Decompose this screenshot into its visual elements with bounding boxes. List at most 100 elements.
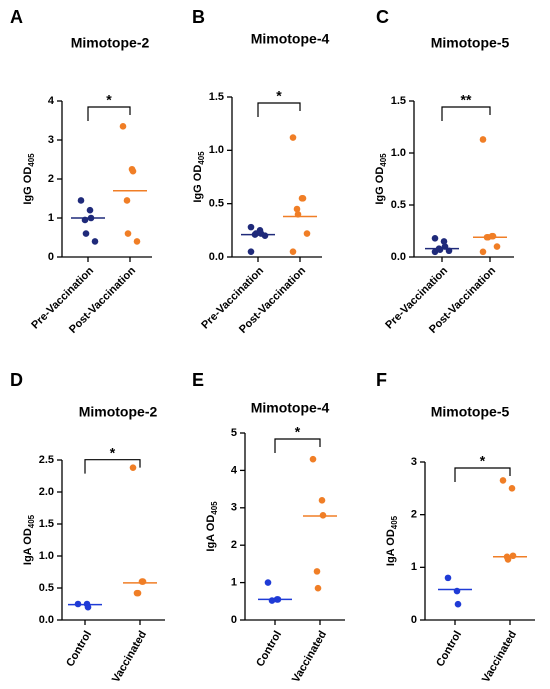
significance-bracket [87,106,131,121]
data-point [293,205,301,213]
significance-bracket [454,467,511,482]
panel-title: Mimotope-4 [251,31,330,47]
y-axis-label-text: IgA OD [205,515,217,552]
y-axis-label-text: IgG OD [22,167,34,205]
data-point [440,238,448,245]
y-tick-label: 0.5 [209,198,224,210]
y-tick-label: 4 [231,464,238,476]
y-axis-label-subscript: 405 [210,501,219,515]
y-tick-label: 0.5 [39,582,54,594]
data-point [479,136,487,143]
data-point [123,197,131,204]
y-tick-label: 1.5 [209,91,224,103]
data-point [479,248,487,256]
y-axis-label-subscript: 405 [27,153,36,167]
y-axis-label-subscript: 405 [390,515,399,529]
data-point [129,464,137,471]
panel-title: Mimotope-5 [431,404,510,420]
y-axis-label: IgA OD405 [385,515,399,566]
data-point [261,232,269,239]
data-point [82,230,90,237]
y-axis-label-text: IgG OD [192,165,204,203]
data-point [431,234,439,242]
panel-title: Mimotope-2 [79,404,158,420]
data-point [77,197,85,204]
data-point [444,574,452,582]
panel-label: A [10,7,23,27]
y-tick-label: 1.0 [39,550,54,562]
y-tick-label: 2 [231,539,237,551]
x-tick-label: Control [254,629,284,669]
y-tick-label: 5 [231,427,237,439]
data-point [289,134,297,141]
significance-label: * [295,424,301,440]
data-point [289,248,297,255]
y-tick-label: 3 [231,502,237,514]
panel-label: C [376,7,389,27]
data-point [247,223,255,231]
y-axis-label-text: IgG OD [374,167,386,205]
data-point [247,248,255,255]
y-tick-label: 0 [48,251,54,263]
y-tick-label: 0 [231,614,237,626]
y-axis-label: IgA OD405 [22,514,36,565]
data-point [133,238,141,245]
significance-label: * [276,88,282,104]
data-point [508,485,516,492]
significance-bracket [257,102,301,117]
data-point [268,597,276,604]
y-tick-label: 2 [411,509,417,521]
data-point [252,230,260,237]
y-axis-label: IgG OD405 [22,153,36,205]
x-tick-label: Vaccinated [110,629,149,685]
significance-label: * [480,453,486,469]
y-tick-label: 1.0 [391,147,406,159]
y-tick-label: 2.5 [39,454,54,466]
y-tick-label: 4 [48,95,55,107]
significance-bracket [274,438,321,453]
y-tick-label: 1.5 [391,95,406,107]
data-point [119,123,127,130]
data-point [309,455,317,463]
y-tick-label: 0.0 [209,251,224,263]
y-tick-label: 1.5 [39,518,54,530]
y-axis-label: IgG OD405 [374,153,388,205]
x-tick-label: Control [434,629,464,669]
significance-label: * [110,444,116,460]
data-point [91,238,99,245]
data-point [313,568,321,575]
data-point [86,206,94,214]
panel-title: Mimotope-2 [71,35,150,51]
y-tick-label: 0 [411,614,417,626]
y-tick-label: 1.0 [209,144,224,156]
y-tick-label: 0.0 [391,251,406,263]
data-point [139,578,147,585]
significance-label: ** [461,92,472,108]
y-axis-label-text: IgA OD [22,528,34,565]
x-tick-label: Vaccinated [290,629,329,685]
y-axis-label-subscript: 405 [197,151,206,165]
data-point [303,230,311,237]
y-tick-label: 1 [231,577,237,589]
x-tick-label: Vaccinated [480,629,519,685]
y-tick-label: 1 [48,212,54,224]
y-tick-label: 1 [411,561,417,573]
significance-bracket [84,459,141,474]
data-point [499,477,507,484]
y-axis-label-subscript: 405 [27,514,36,528]
y-axis-label: IgA OD405 [205,501,219,552]
data-point [454,600,462,608]
data-point [134,589,142,597]
data-point [318,497,326,504]
panel-title: Mimotope-4 [251,400,330,416]
y-axis-label-text: IgA OD [385,529,397,566]
data-point [299,195,307,202]
data-point [129,167,137,175]
y-tick-label: 2 [48,173,54,185]
data-point [431,248,439,256]
y-tick-label: 2.0 [39,486,54,498]
y-tick-label: 0.0 [39,614,54,626]
panel-label: E [192,370,204,390]
panel-label: B [192,7,205,27]
